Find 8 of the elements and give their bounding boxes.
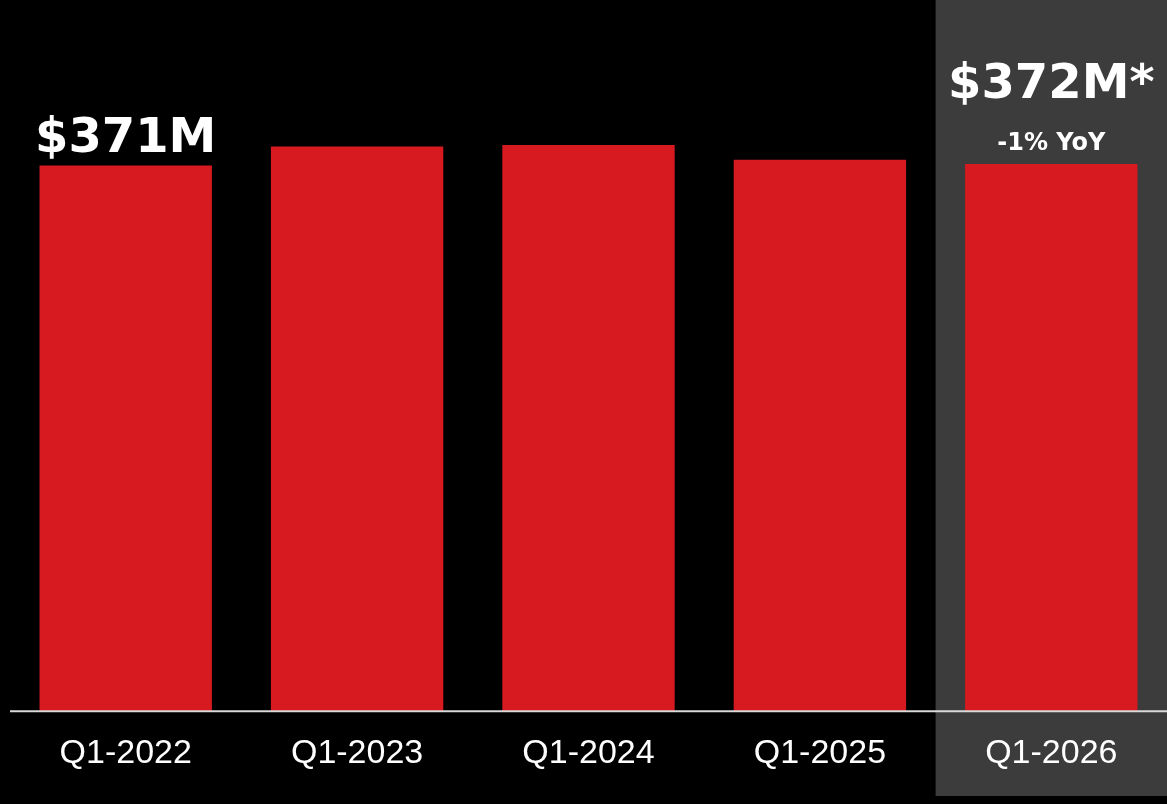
- x-tick-label: Q1-2026: [985, 731, 1118, 770]
- data-label: $372M*: [948, 53, 1155, 110]
- x-tick-label: Q1-2025: [753, 731, 887, 770]
- x-tick-label: Q1-2024: [522, 731, 655, 770]
- x-tick-label: Q1-2023: [290, 731, 424, 770]
- annotation: -1% YoY: [997, 128, 1106, 157]
- x-tick-label: Q1-2022: [59, 731, 192, 770]
- data-label: $371M: [35, 106, 217, 163]
